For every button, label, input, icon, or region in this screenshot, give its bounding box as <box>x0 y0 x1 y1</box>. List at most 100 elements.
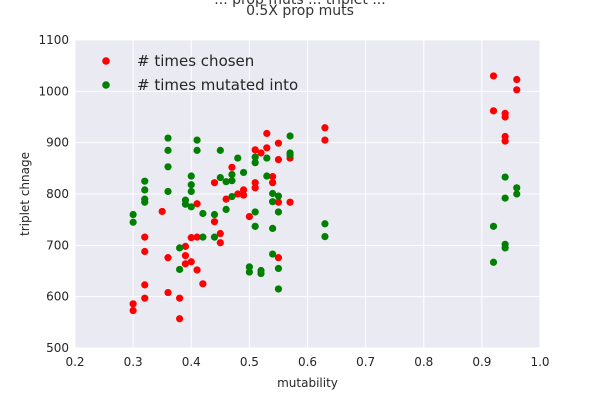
data-point-mutated <box>321 233 329 241</box>
legend: # times chosen # times mutated into <box>102 52 298 94</box>
data-point-chosen <box>239 186 248 194</box>
data-point-chosen <box>251 184 259 192</box>
data-point-mutated <box>141 198 149 206</box>
data-point-mutated <box>257 269 265 278</box>
data-point-chosen <box>222 195 230 203</box>
data-point-chosen <box>141 294 149 302</box>
y-tick-label: 1100 <box>38 33 69 47</box>
legend-label: # times chosen <box>137 52 254 70</box>
y-axis-label: triplet chnage <box>18 152 32 236</box>
data-point-mutated <box>321 220 329 228</box>
data-point-mutated <box>187 172 195 180</box>
data-point-mutated <box>274 285 283 293</box>
grid <box>74 39 541 349</box>
data-point-chosen <box>216 239 224 247</box>
data-point-mutated <box>251 208 259 216</box>
data-point-chosen <box>181 242 190 250</box>
data-point-chosen <box>129 306 137 315</box>
legend-marker <box>102 57 110 65</box>
data-point-chosen <box>176 315 184 323</box>
data-point-mutated <box>193 146 201 154</box>
data-point-mutated <box>193 136 201 144</box>
data-point-mutated <box>216 146 224 154</box>
x-tick-label: 0.6 <box>298 355 317 369</box>
data-point-chosen <box>274 198 283 206</box>
data-point-mutated <box>187 187 195 196</box>
data-point-mutated <box>501 173 509 181</box>
data-point-chosen <box>187 234 195 242</box>
data-point-chosen <box>489 107 498 115</box>
data-point-mutated <box>234 154 242 162</box>
data-point-mutated <box>239 168 248 177</box>
data-point-mutated <box>216 173 224 182</box>
x-tick-label: 1.0 <box>530 355 549 369</box>
data-point-chosen <box>321 136 329 144</box>
data-point-mutated <box>251 153 259 161</box>
data-point-mutated <box>263 154 271 162</box>
data-point-mutated <box>513 184 521 192</box>
legend-label: # times mutated into <box>137 76 298 94</box>
chart-title-line-2: 0.5X prop muts <box>246 3 354 19</box>
data-point-chosen <box>257 149 265 157</box>
data-point-mutated <box>176 265 184 274</box>
data-point-chosen <box>501 137 509 145</box>
data-point-chosen <box>193 266 201 274</box>
data-point-mutated <box>263 172 271 180</box>
y-tick-label: 700 <box>46 238 69 252</box>
data-point-mutated <box>141 177 149 185</box>
data-point-mutated <box>269 224 277 232</box>
data-point-chosen <box>210 179 219 187</box>
data-point-chosen <box>181 260 190 268</box>
data-point-mutated <box>274 208 283 216</box>
y-tick-label: 500 <box>46 341 69 355</box>
data-point-mutated <box>199 233 207 241</box>
x-tick-label: 0.9 <box>472 355 491 369</box>
data-point-mutated <box>164 146 172 154</box>
data-point-chosen <box>251 179 259 187</box>
data-point-chosen <box>251 146 259 154</box>
data-point-chosen <box>193 233 201 241</box>
data-point-mutated <box>141 186 149 194</box>
y-tick-label: 800 <box>46 187 69 201</box>
y-tick-label: 600 <box>46 290 69 304</box>
data-point-mutated <box>129 218 137 226</box>
data-point-chosen <box>274 254 283 262</box>
data-point-mutated <box>210 233 219 241</box>
data-point-mutated <box>181 200 190 208</box>
tick-labels: 0.2 0.3 0.4 0.5 0.6 0.7 0.8 0.9 1.0 500 600 700 800 9… <box>38 33 549 369</box>
data-point-mutated <box>164 163 172 171</box>
data-point-mutated <box>129 210 137 219</box>
data-point-chosen <box>141 233 149 241</box>
data-point-chosen <box>286 198 294 206</box>
data-point-chosen <box>263 129 271 138</box>
data-point-chosen <box>269 179 277 187</box>
data-point-chosen <box>176 294 184 302</box>
data-point-chosen <box>187 258 195 266</box>
data-point-mutated <box>269 250 277 258</box>
data-point-chosen <box>321 124 329 132</box>
data-point-chosen <box>141 247 149 256</box>
data-point-chosen <box>164 288 172 297</box>
data-point-chosen <box>141 281 149 289</box>
data-point-chosen <box>245 212 253 221</box>
data-point-chosen <box>501 113 509 121</box>
data-point-chosen <box>234 190 242 198</box>
data-point-chosen <box>164 254 172 262</box>
legend-marker <box>102 81 110 89</box>
data-point-mutated <box>210 210 219 219</box>
data-point-mutated <box>274 192 283 200</box>
data-point-chosen <box>181 252 190 260</box>
data-point-mutated <box>489 258 498 266</box>
data-point-chosen <box>489 72 498 80</box>
data-point-mutated <box>501 244 509 252</box>
data-point-mutated <box>164 187 172 196</box>
y-tick-label: 1000 <box>38 84 69 98</box>
data-point-mutated <box>489 222 498 230</box>
data-point-mutated <box>176 244 184 252</box>
chart-title-line-1: ... prop muts ... triplet ... <box>214 0 386 8</box>
x-axis-label: mutability <box>277 376 338 390</box>
x-tick-label: 0.3 <box>124 355 143 369</box>
data-point-mutated <box>228 170 236 179</box>
